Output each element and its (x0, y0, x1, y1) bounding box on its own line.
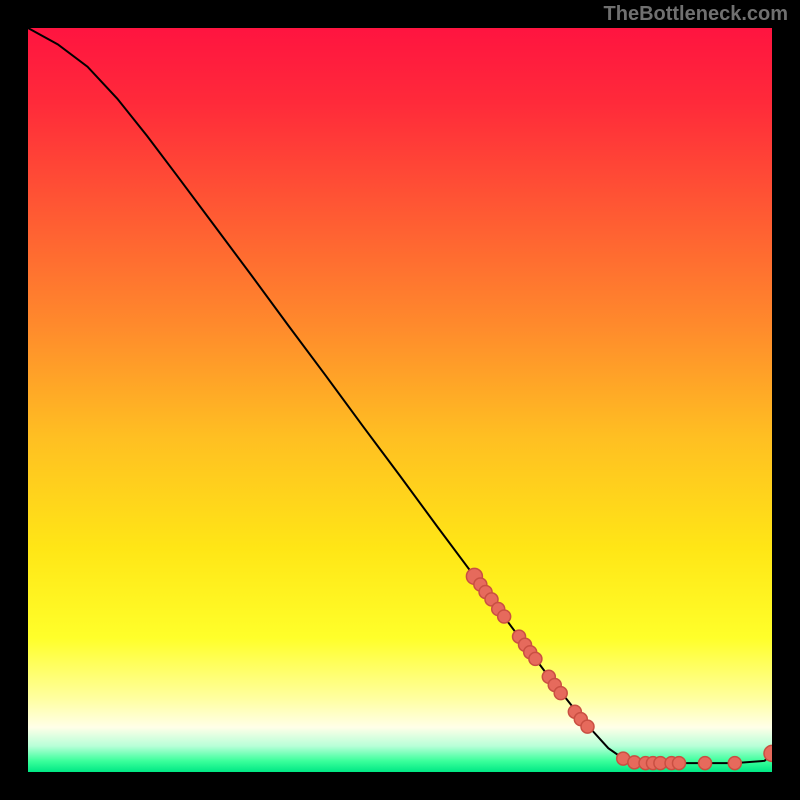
plot-area (28, 28, 772, 772)
data-marker (554, 687, 567, 700)
data-marker (529, 652, 542, 665)
data-marker (581, 720, 594, 733)
marker-group (466, 568, 772, 769)
data-marker (498, 610, 511, 623)
data-marker (699, 757, 712, 770)
attribution-text: TheBottleneck.com (604, 3, 788, 26)
chart-svg (28, 28, 772, 772)
data-marker (673, 757, 686, 770)
curve-line (28, 28, 772, 763)
data-marker (728, 757, 741, 770)
